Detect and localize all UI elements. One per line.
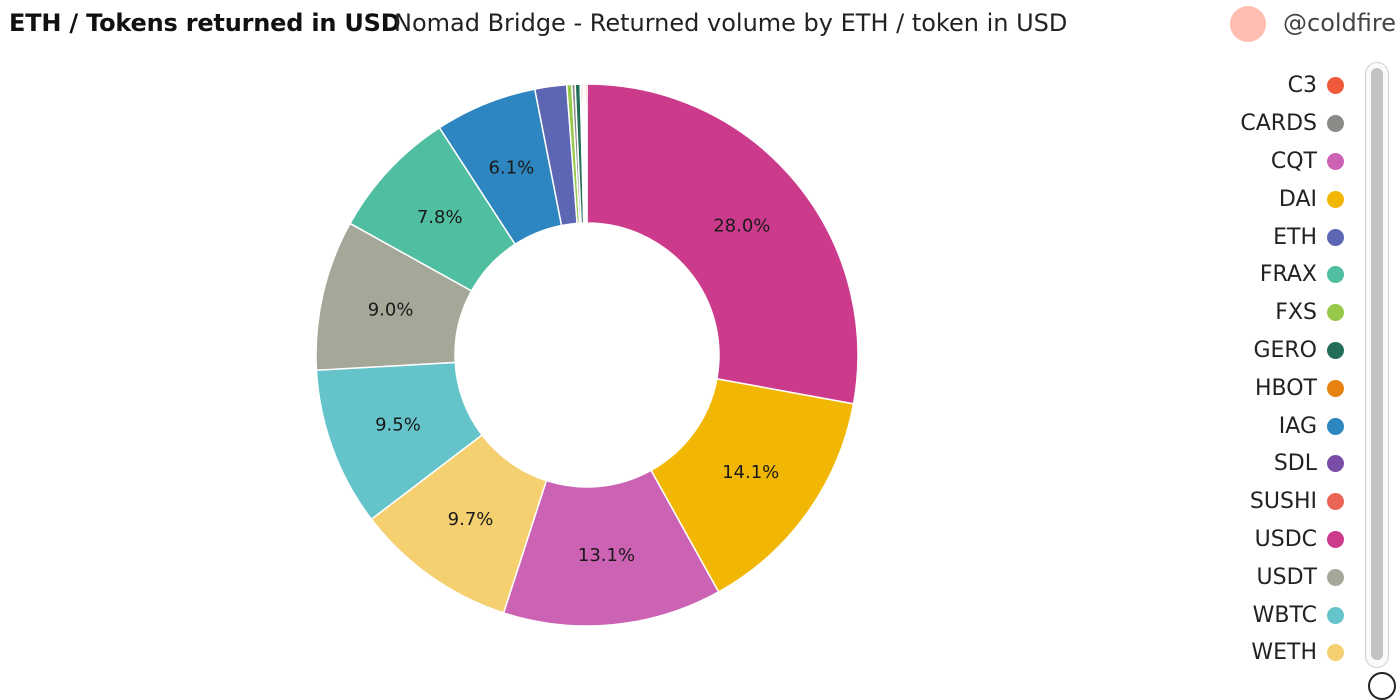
legend-scrollbar[interactable] — [1365, 62, 1389, 668]
legend-item-frax[interactable]: FRAX — [1144, 256, 1344, 294]
slice-label-dai: 14.1% — [722, 462, 779, 483]
legend-swatch-icon — [1327, 568, 1344, 586]
legend-label: USDC — [1254, 526, 1317, 552]
legend-item-cards[interactable]: CARDS — [1144, 105, 1344, 143]
legend-label: ETH — [1273, 224, 1317, 250]
slice-c3[interactable] — [584, 83, 588, 224]
legend-item-usdt[interactable]: USDT — [1144, 558, 1344, 596]
legend-swatch-icon — [1327, 115, 1344, 133]
legend-label: CARDS — [1240, 111, 1317, 137]
legend-item-usdc[interactable]: USDC — [1144, 521, 1344, 559]
slice-label-iag: 6.1% — [488, 158, 534, 179]
slice-label-frax: 7.8% — [417, 207, 463, 228]
legend-label: USDT — [1256, 564, 1317, 590]
slice-label-usdt: 9.0% — [368, 299, 414, 320]
legend-label: C3 — [1287, 73, 1317, 99]
legend-swatch-icon — [1327, 190, 1344, 208]
legend-swatch-icon — [1327, 644, 1344, 662]
chart-title: ETH / Tokens returned in USD — [9, 9, 401, 37]
slice-usdc[interactable] — [586, 83, 859, 405]
legend-swatch-icon — [1327, 379, 1344, 397]
legend-item-hbot[interactable]: HBOT — [1144, 369, 1344, 407]
legend-swatch-icon — [1327, 77, 1344, 95]
chart-legend: C3 CARDS CQT DAI ETH FRAX FXS GERO HBOT IAG SDL SUS… — [1144, 67, 1344, 672]
legend-item-wbtc[interactable]: WBTC — [1144, 596, 1344, 634]
legend-swatch-icon — [1327, 530, 1344, 548]
legend-swatch-icon — [1327, 341, 1344, 359]
legend-label: DAI — [1278, 186, 1317, 212]
legend-label: WBTC — [1252, 602, 1317, 628]
slice-label-usdc: 28.0% — [713, 216, 770, 237]
legend-item-sdl[interactable]: SDL — [1144, 445, 1344, 483]
slice-label-cqt: 13.1% — [578, 545, 635, 566]
legend-scroll-thumb[interactable] — [1371, 68, 1383, 660]
legend-swatch-icon — [1327, 304, 1344, 322]
legend-swatch-icon — [1327, 228, 1344, 246]
legend-label: HBOT — [1254, 375, 1317, 401]
legend-swatch-icon — [1327, 493, 1344, 511]
legend-swatch-icon — [1327, 455, 1344, 473]
legend-label: CQT — [1270, 148, 1317, 174]
legend-item-dai[interactable]: DAI — [1144, 180, 1344, 218]
legend-item-eth[interactable]: ETH — [1144, 218, 1344, 256]
legend-item-fxs[interactable]: FXS — [1144, 294, 1344, 332]
avatar[interactable] — [1230, 6, 1266, 42]
chart-header: ETH / Tokens returned in USD Nomad Bridg… — [0, 0, 1400, 50]
legend-label: IAG — [1278, 413, 1317, 439]
legend-item-cqt[interactable]: CQT — [1144, 143, 1344, 181]
legend-swatch-icon — [1327, 417, 1344, 435]
legend-item-iag[interactable]: IAG — [1144, 407, 1344, 445]
legend-item-sushi[interactable]: SUSHI — [1144, 483, 1344, 521]
scroll-down-icon[interactable] — [1368, 672, 1396, 700]
legend-swatch-icon — [1327, 152, 1344, 170]
legend-swatch-icon — [1327, 606, 1344, 624]
legend-label: SDL — [1273, 451, 1317, 477]
legend-item-gero[interactable]: GERO — [1144, 332, 1344, 370]
user-handle[interactable]: @coldfire — [1283, 9, 1397, 37]
legend-label: SUSHI — [1249, 489, 1317, 515]
legend-swatch-icon — [1327, 266, 1344, 284]
legend-item-c3[interactable]: C3 — [1144, 67, 1344, 105]
legend-label: WETH — [1251, 640, 1317, 666]
legend-label: FRAX — [1259, 262, 1317, 288]
legend-item-weth[interactable]: WETH — [1144, 634, 1344, 672]
chart-subtitle: Nomad Bridge - Returned volume by ETH / … — [394, 9, 1068, 37]
slice-dai[interactable] — [650, 377, 855, 593]
slice-label-wbtc: 9.5% — [375, 414, 421, 435]
donut-chart: 28.0% 14.1% 13.1% 9.7% 9.5% 9.0% 7.8% 6.1% — [315, 83, 859, 627]
legend-label: FXS — [1275, 300, 1317, 326]
slice-cqt[interactable] — [502, 469, 720, 627]
legend-label: GERO — [1253, 337, 1317, 363]
slice-label-weth: 9.7% — [448, 509, 494, 530]
